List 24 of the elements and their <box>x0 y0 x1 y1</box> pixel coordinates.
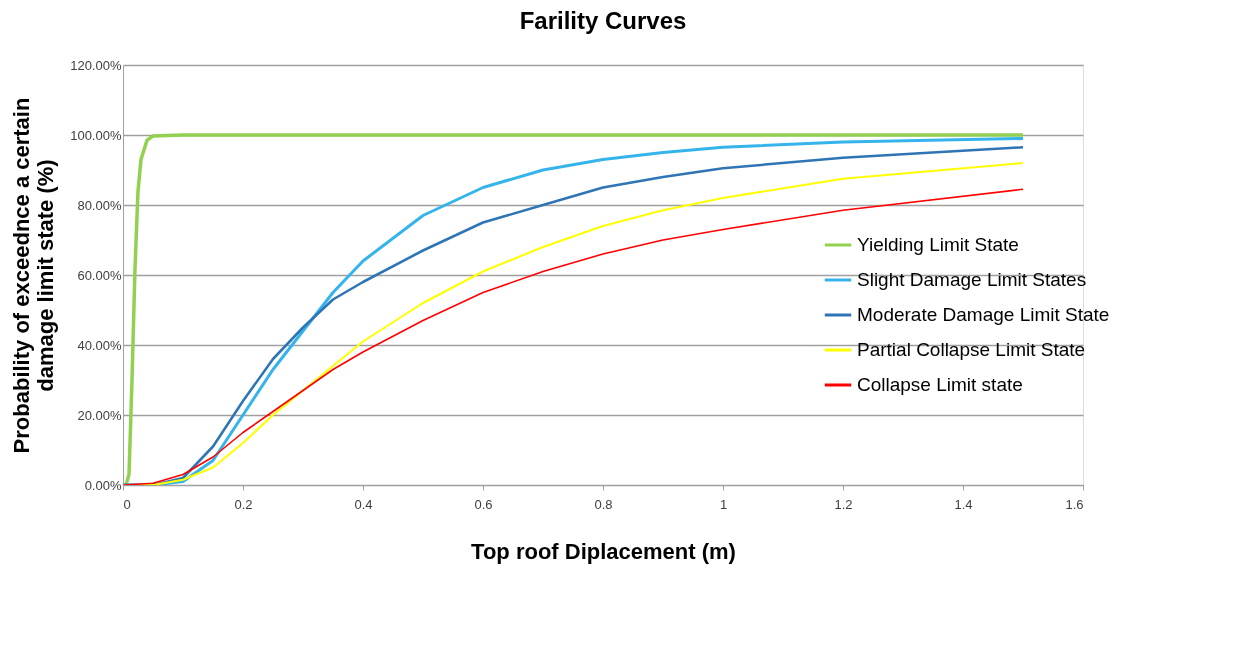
x-tick-label: 1 <box>719 496 728 512</box>
y-tick-label: 0.00% <box>84 477 122 493</box>
legend-label: Partial Collapse Limit State <box>857 339 1086 360</box>
y-tick-label: 40.00% <box>77 337 122 353</box>
legend-label: Collapse Limit state <box>857 374 1023 395</box>
y-tick-label: 60.00% <box>77 267 122 283</box>
legend-label: Yielding Limit State <box>857 234 1019 255</box>
legend-label: Moderate Damage Limit State <box>857 304 1110 325</box>
y-axis-title: Probability of exceednce a certain damage limit state (%) <box>9 97 59 454</box>
x-tick-label: 0.4 <box>354 496 373 512</box>
y-tick-label: 80.00% <box>77 197 122 213</box>
x-axis-title: Top roof Diplacement (m) <box>471 538 736 564</box>
x-tick-label: 0.8 <box>594 496 613 512</box>
x-tick-label: 1.2 <box>834 496 853 512</box>
y-tick-label: 100.00% <box>70 127 122 143</box>
x-tick-label: 0 <box>123 496 131 512</box>
y-tick-label: 20.00% <box>77 407 122 423</box>
x-tick-label: 1.4 <box>954 496 973 512</box>
legend-label: Slight Damage Limit States <box>857 269 1087 290</box>
chart-title: Farility Curves <box>519 7 687 34</box>
x-tick-label: 0.6 <box>474 496 493 512</box>
y-tick-label: 120.00% <box>70 57 122 73</box>
x-tick-label: 1.6 <box>1065 496 1084 512</box>
x-tick-label: 0.2 <box>234 496 253 512</box>
